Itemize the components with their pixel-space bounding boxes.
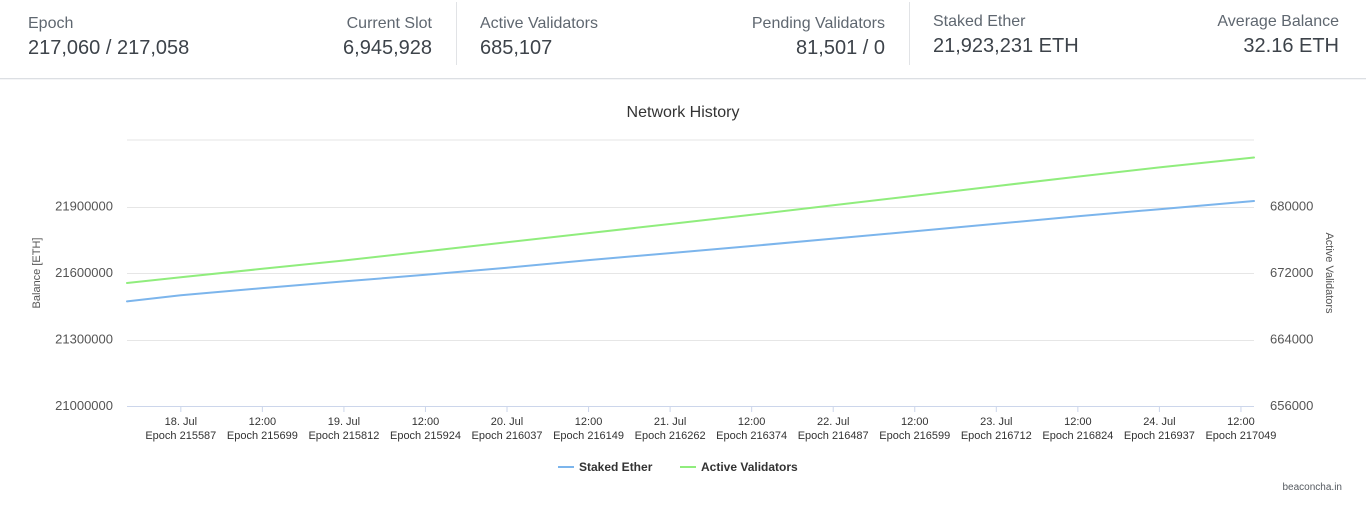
stat-average-balance-value: 32.16 ETH [1243,35,1339,57]
y-left-tick-label: 21000000 [55,398,113,413]
network-stats-bar: Epoch 217,060 / 217,058 Current Slot 6,9… [0,0,1366,79]
stat-average-balance: Average Balance 32.16 ETH [1217,12,1339,78]
stat-pending-validators-label: Pending Validators [751,15,885,32]
x-tick-date-label: 12:00 [412,416,440,428]
x-axis: 18. Jul Epoch 215587 12:00 Epoch 215699 19. … [145,406,1276,442]
x-tick-date-label: 12:00 [249,416,277,428]
x-tick-date-label: 19. Jul [328,416,360,428]
stat-staked-ether-label: Staked Ether [933,13,1026,30]
chart-grid [127,139,1254,407]
network-history-chart-card: Network History 18. Jul Epoch 215587 12:00… [0,80,1366,509]
y-right-tick-label: 664000 [1270,332,1313,347]
series-line-staked-ether [126,200,1255,303]
stat-epoch-value: 217,060 / 217,058 [28,37,190,59]
chart-title: Network History [627,104,740,121]
x-tick-epoch-label: Epoch 215587 [145,430,216,442]
legend-item-label: Staked Ether [579,460,653,474]
x-tick-epoch-label: Epoch 216599 [879,430,950,442]
legend-item-label: Active Validators [701,460,798,474]
y-axis-right-title: Active Validators [1323,232,1335,314]
x-tick-epoch-label: Epoch 216037 [472,430,543,442]
x-tick-epoch-label: Epoch 216374 [716,430,787,442]
stat-current-slot-value: 6,945,928 [343,37,432,59]
stat-group-validators: Active Validators 685,107 Pending Valida… [457,2,910,65]
x-tick-date-label: 21. Jul [654,416,686,428]
stat-current-slot-label: Current Slot [346,15,432,32]
x-tick-epoch-label: Epoch 215812 [308,430,379,442]
stat-epoch-label: Epoch [28,15,74,32]
series-line-active-validators [126,156,1255,284]
chart-legend: Staked Ether Active Validators [558,460,798,474]
stat-average-balance-label: Average Balance [1217,13,1339,30]
x-tick-date-label: 12:00 [1064,416,1092,428]
x-tick-epoch-label: Epoch 216487 [798,430,869,442]
y-axis-right: 656000 664000 672000 680000 [1270,199,1313,414]
stat-pending-validators: Pending Validators 81,501 / 0 [752,14,885,65]
x-tick-epoch-label: Epoch 215699 [227,430,298,442]
x-tick-date-label: 12:00 [738,416,766,428]
stat-active-validators: Active Validators 685,107 [480,14,598,65]
y-right-tick-label: 680000 [1270,199,1313,214]
stat-current-slot: Current Slot 6,945,928 [343,14,432,65]
stat-active-validators-value: 685,107 [480,37,553,59]
y-right-tick-label: 656000 [1270,398,1313,413]
chart-series [126,156,1255,303]
y-left-tick-label: 21900000 [55,199,113,214]
stat-epoch: Epoch 217,060 / 217,058 [28,14,189,65]
x-tick-date-label: 12:00 [1227,416,1255,428]
x-tick-date-label: 22. Jul [817,416,849,428]
x-tick-epoch-label: Epoch 216149 [553,430,624,442]
x-tick-epoch-label: Epoch 216824 [1042,430,1113,442]
y-right-tick-label: 672000 [1270,265,1313,280]
y-left-tick-label: 21600000 [55,265,113,280]
x-tick-epoch-label: Epoch 216262 [635,430,706,442]
y-axis-left: 21000000 21300000 21600000 21900000 [55,199,113,414]
chart-credit: beaconcha.in [1282,482,1343,493]
x-tick-date-label: 23. Jul [980,416,1012,428]
stat-staked-ether-value: 21,923,231 ETH [933,35,1079,57]
y-axis-left-title: Balance [ETH] [31,238,43,309]
stat-group-epoch-slot: Epoch 217,060 / 217,058 Current Slot 6,9… [0,2,457,65]
x-tick-date-label: 12:00 [575,416,603,428]
x-tick-date-label: 12:00 [901,416,929,428]
x-tick-epoch-label: Epoch 217049 [1205,430,1276,442]
x-tick-epoch-label: Epoch 216712 [961,430,1032,442]
stat-staked-ether: Staked Ether 21,923,231 ETH [933,12,1079,78]
stat-group-ether: Staked Ether 21,923,231 ETH Average Bala… [910,0,1366,78]
x-tick-epoch-label: Epoch 216937 [1124,430,1195,442]
x-tick-date-label: 18. Jul [165,416,197,428]
y-left-tick-label: 21300000 [55,332,113,347]
x-tick-date-label: 24. Jul [1143,416,1175,428]
x-tick-epoch-label: Epoch 215924 [390,430,461,442]
stat-pending-validators-value: 81,501 / 0 [796,37,885,59]
stat-active-validators-label: Active Validators [480,15,598,32]
network-history-chart: Network History 18. Jul Epoch 215587 12:00… [31,104,1335,474]
x-tick-date-label: 20. Jul [491,416,523,428]
